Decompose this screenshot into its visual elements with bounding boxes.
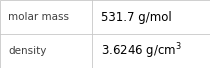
Text: 531.7 g/mol: 531.7 g/mol (101, 10, 172, 24)
Text: density: density (8, 46, 47, 56)
Text: 3.6246 g/cm$^{3}$: 3.6246 g/cm$^{3}$ (101, 41, 182, 61)
Text: molar mass: molar mass (8, 12, 69, 22)
